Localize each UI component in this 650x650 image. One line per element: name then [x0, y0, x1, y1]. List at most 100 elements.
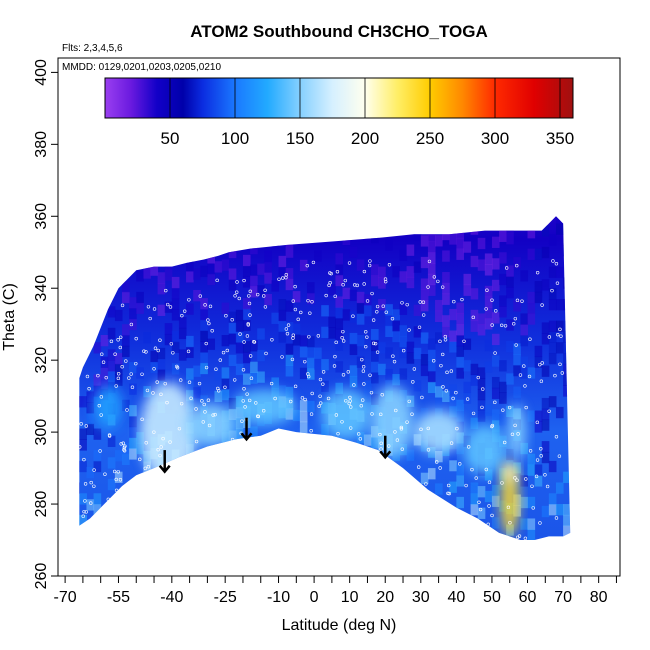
- field-cell: [548, 504, 557, 516]
- field-cell: [399, 325, 408, 337]
- field-cell: [349, 343, 358, 356]
- field-cell: [122, 281, 130, 293]
- sample-point: [79, 422, 83, 426]
- field-cell: [257, 371, 265, 383]
- sample-point: [356, 432, 361, 436]
- field-cell: [463, 241, 472, 253]
- field-cell: [271, 237, 280, 249]
- field-cell: [427, 252, 436, 264]
- sample-point: [328, 281, 332, 285]
- field-cell: [306, 357, 315, 369]
- field-cell: [463, 360, 472, 372]
- sample-point: [207, 321, 211, 326]
- field-cell: [100, 356, 109, 368]
- field-cell: [449, 459, 457, 472]
- sample-point: [247, 301, 252, 306]
- field-cell: [193, 387, 201, 399]
- field-cell: [491, 376, 500, 389]
- sample-point: [218, 358, 223, 362]
- field-cell: [555, 406, 564, 419]
- field-cell: [527, 518, 536, 530]
- field-cell: [513, 397, 521, 409]
- sample-point: [130, 385, 135, 389]
- field-cell: [513, 364, 521, 377]
- sample-point: [410, 412, 414, 416]
- sample-point: [361, 369, 366, 373]
- sample-point: [305, 263, 309, 268]
- field-cell: [200, 265, 208, 278]
- sample-point: [277, 277, 281, 281]
- field-cell: [335, 264, 344, 276]
- sample-point: [485, 288, 489, 292]
- sample-point: [96, 373, 100, 378]
- field-cell: [477, 399, 486, 412]
- field-cell: [285, 386, 294, 399]
- sample-point: [121, 441, 125, 445]
- sample-point: [307, 335, 311, 339]
- sample-point: [445, 370, 449, 375]
- sample-point: [346, 370, 350, 374]
- field-cell: [477, 388, 486, 401]
- sample-point: [143, 466, 147, 471]
- field-cell: [506, 340, 514, 353]
- sample-point: [328, 271, 332, 275]
- sample-point: [390, 317, 395, 321]
- field-cell: [527, 227, 536, 239]
- sample-point: [202, 402, 206, 407]
- sample-point: [550, 288, 554, 293]
- sample-point: [417, 325, 422, 329]
- sample-point: [248, 313, 252, 317]
- sample-point: [454, 390, 458, 395]
- field-cell: [541, 408, 550, 421]
- field-cell: [520, 496, 529, 509]
- sample-point: [164, 288, 168, 293]
- sample-point: [264, 351, 268, 356]
- sample-point: [187, 380, 192, 384]
- field-cell: [79, 460, 87, 473]
- field-cell: [242, 308, 251, 321]
- sample-point: [246, 323, 250, 327]
- sample-point: [506, 505, 511, 510]
- field-cell: [321, 380, 329, 392]
- sample-point: [179, 401, 184, 406]
- field-cell: [214, 390, 223, 403]
- field-cell: [456, 302, 464, 314]
- field-cell: [477, 313, 486, 325]
- field-cell: [100, 378, 109, 390]
- y-tick-label: 300: [33, 419, 50, 446]
- field-cell: [420, 278, 429, 290]
- sample-point: [215, 278, 219, 283]
- sample-point: [306, 298, 310, 303]
- field-cell: [228, 430, 237, 442]
- sample-point: [262, 409, 266, 413]
- sample-point: [515, 263, 519, 268]
- sample-point: [493, 351, 497, 355]
- field-cell: [242, 276, 251, 288]
- sample-point: [369, 390, 374, 395]
- sample-point: [204, 365, 209, 370]
- field-cell: [477, 486, 486, 498]
- sample-point: [443, 334, 448, 339]
- field-cell: [314, 358, 322, 370]
- field-cell: [470, 288, 479, 300]
- field-cell: [527, 410, 536, 422]
- field-cell: [534, 464, 543, 476]
- field-cell: [563, 504, 571, 516]
- sample-point: [460, 297, 464, 302]
- field-cell: [484, 307, 493, 319]
- x-tick-label: 0: [310, 589, 319, 606]
- sample-point: [426, 426, 430, 431]
- field-cell: [442, 282, 450, 295]
- field-cell: [221, 334, 230, 347]
- sample-point: [411, 380, 415, 384]
- sample-point: [371, 318, 376, 322]
- sample-point: [484, 307, 488, 311]
- field-cell: [534, 345, 543, 358]
- field-cell: [506, 405, 514, 418]
- sample-point: [169, 342, 174, 346]
- field-cell: [484, 285, 493, 298]
- field-cell: [513, 300, 521, 312]
- field-cell: [449, 330, 457, 342]
- field-cell: [371, 393, 379, 406]
- sample-point: [316, 334, 321, 338]
